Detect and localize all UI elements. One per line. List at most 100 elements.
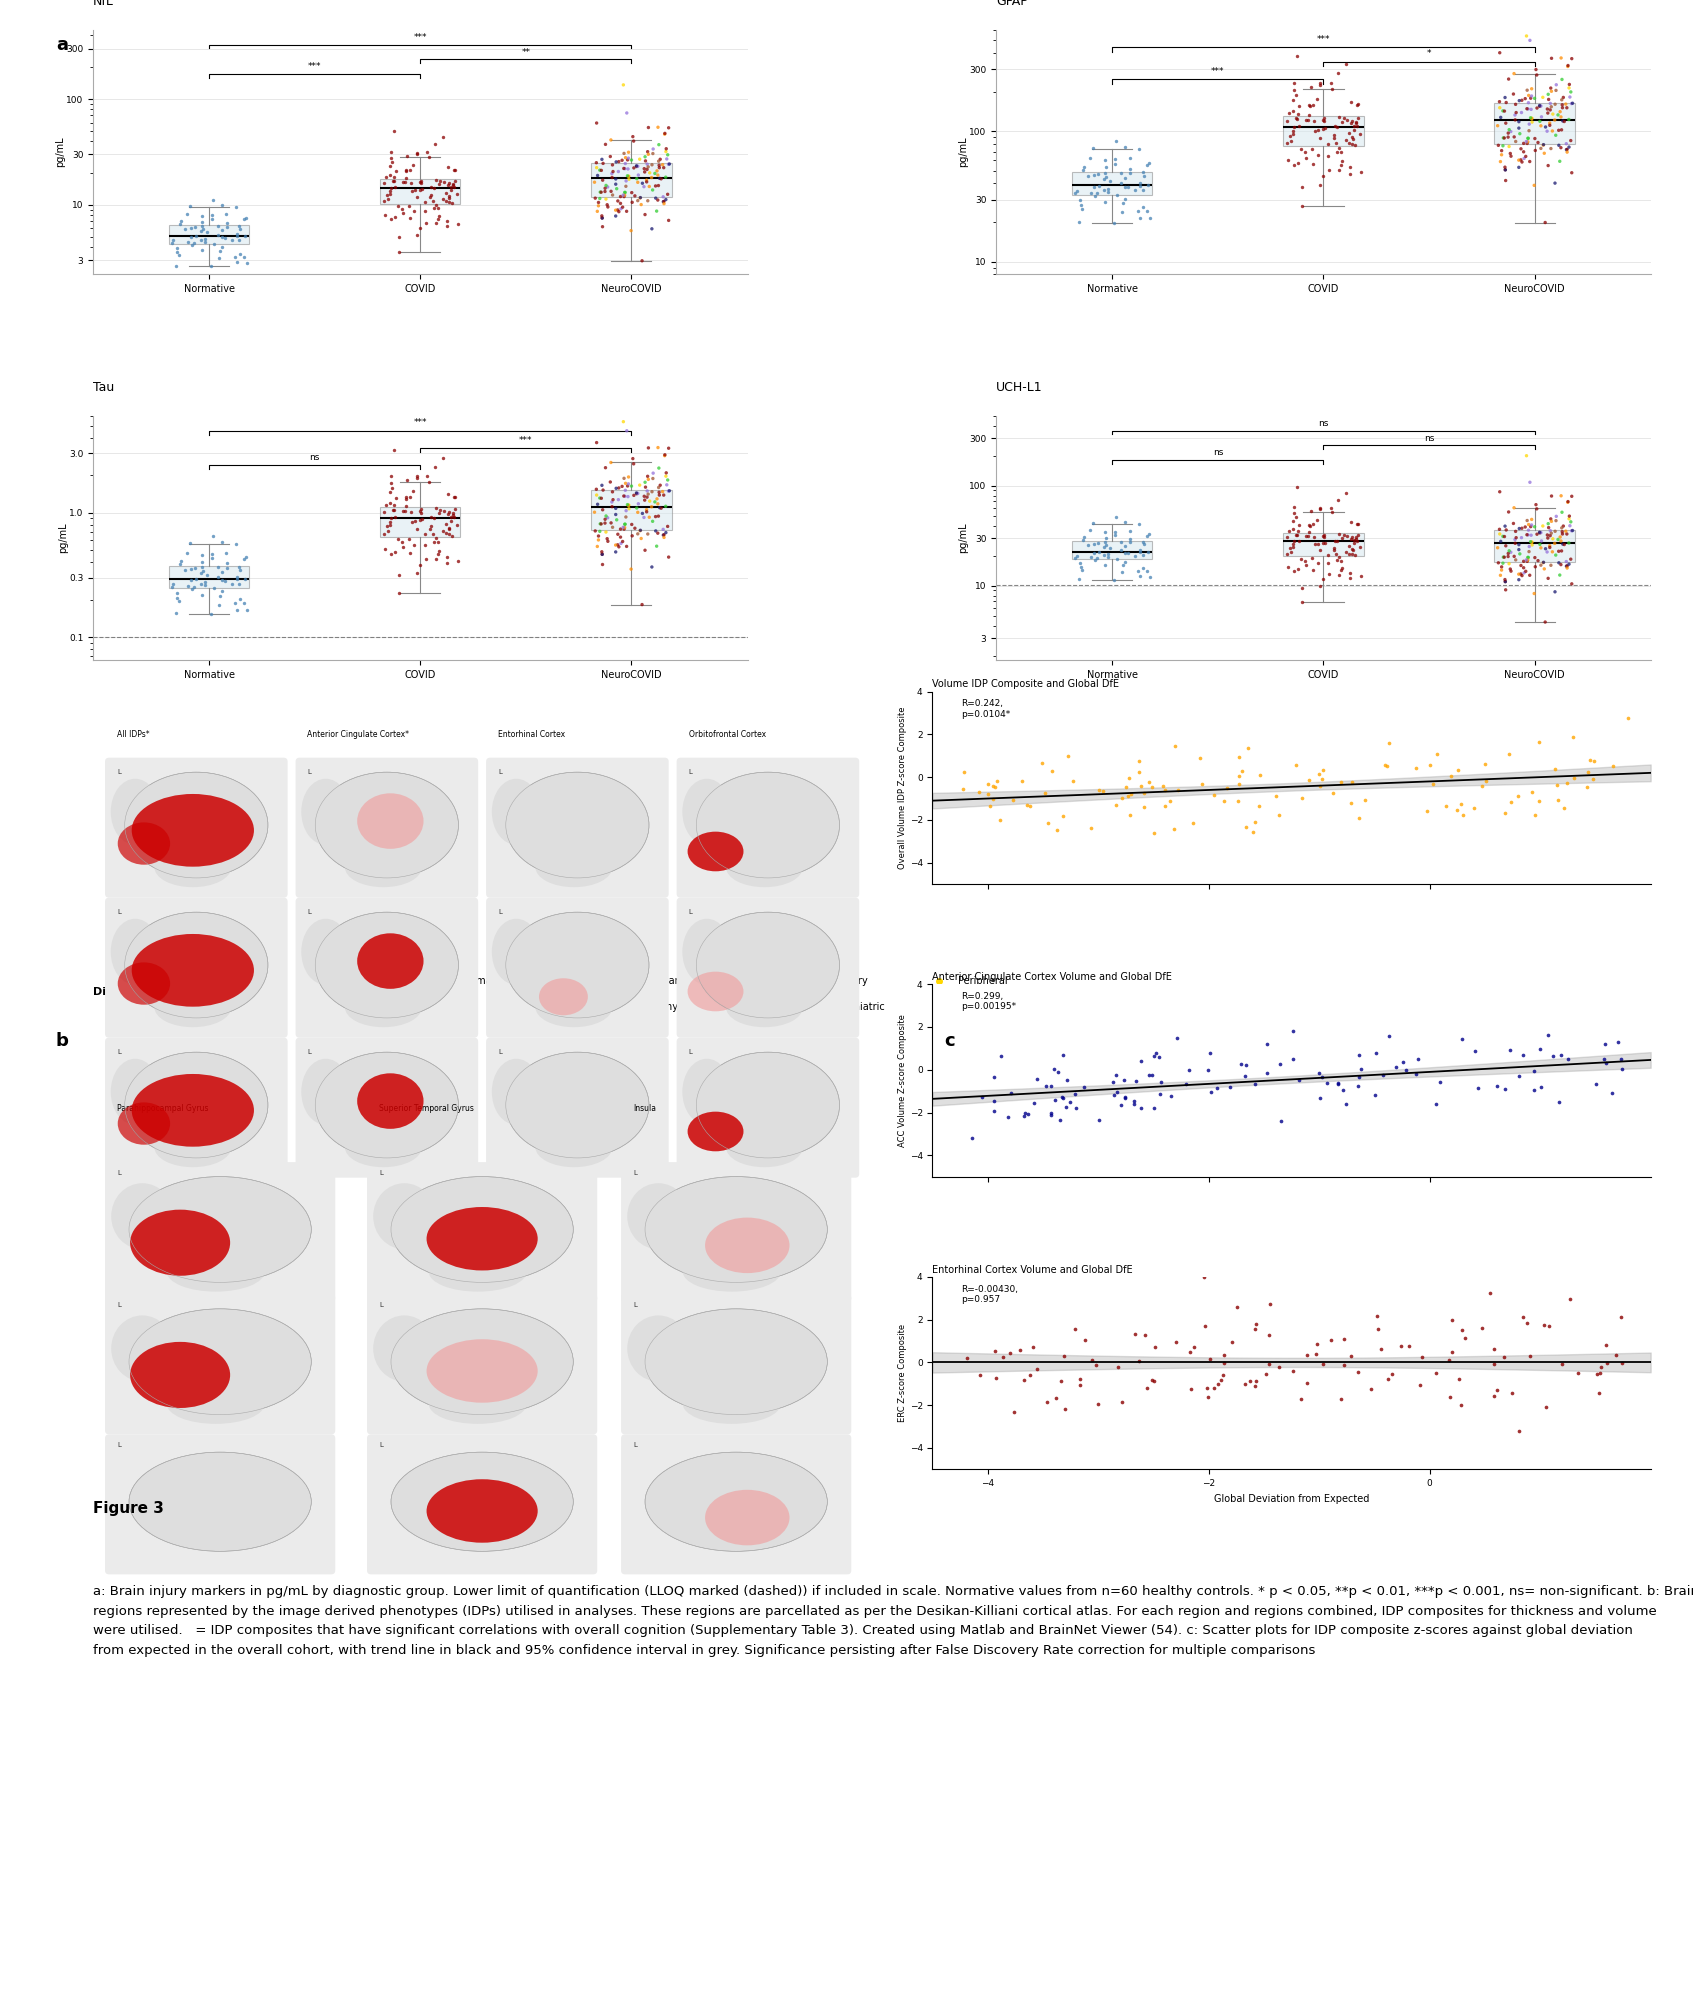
Point: [1564, 1356, 1591, 1388]
Point: [1492, 122, 1519, 154]
Point: [1583, 1358, 1610, 1390]
Y-axis label: Overall Volume IDP Z-score Composite: Overall Volume IDP Z-score Composite: [897, 706, 907, 870]
Point: [425, 534, 452, 566]
Point: [1315, 548, 1343, 580]
Point: [598, 124, 625, 156]
Point: [609, 68, 637, 100]
Point: [389, 496, 416, 528]
Point: [599, 162, 626, 194]
Point: [1310, 102, 1337, 134]
Point: [213, 210, 240, 242]
Point: [207, 580, 234, 612]
Point: [1525, 516, 1552, 548]
Point: [1505, 1416, 1532, 1448]
Text: ns: ns: [1424, 434, 1434, 442]
Point: [393, 162, 420, 194]
Text: L: L: [633, 1442, 637, 1448]
Point: [1524, 60, 1551, 92]
Point: [1231, 1060, 1258, 1092]
Point: [388, 192, 415, 224]
Point: [1126, 746, 1153, 778]
Point: [1546, 536, 1573, 568]
Point: [1050, 800, 1077, 832]
Point: [608, 528, 635, 560]
Point: [406, 174, 433, 206]
Point: [626, 182, 653, 214]
Text: L: L: [117, 910, 120, 916]
Point: [591, 504, 618, 536]
Point: [1134, 1060, 1161, 1092]
Text: NfL: NfL: [93, 0, 113, 8]
Point: [638, 174, 665, 206]
Point: [1243, 1370, 1270, 1402]
Point: [1280, 492, 1307, 524]
Point: [1492, 82, 1519, 114]
Point: [222, 240, 249, 272]
Point: [1448, 788, 1475, 820]
Point: [1542, 88, 1569, 120]
Point: [1512, 140, 1539, 172]
Ellipse shape: [682, 778, 731, 844]
Point: [1336, 530, 1363, 562]
Point: [1524, 518, 1551, 550]
Point: [427, 494, 454, 526]
Point: [1233, 810, 1260, 842]
Point: [1375, 728, 1402, 760]
Point: [181, 226, 208, 258]
Point: [611, 474, 638, 506]
Point: [1321, 120, 1348, 152]
Point: [374, 516, 401, 548]
Point: [582, 480, 609, 512]
Point: [973, 768, 1001, 800]
Point: [440, 172, 467, 204]
Point: [1534, 116, 1561, 148]
Point: [980, 782, 1007, 814]
Text: L: L: [308, 910, 312, 916]
Point: [1322, 128, 1349, 160]
Point: [1559, 514, 1586, 546]
Point: [1077, 812, 1104, 844]
Point: [611, 468, 638, 500]
Point: [1446, 1364, 1473, 1396]
Point: [1527, 528, 1554, 560]
Point: [1031, 778, 1058, 810]
Point: [1542, 540, 1569, 572]
Point: [1471, 748, 1498, 780]
Point: [1085, 1388, 1112, 1420]
Point: [635, 518, 662, 550]
Point: [1554, 552, 1581, 584]
Point: [1315, 154, 1343, 186]
Point: [1078, 1344, 1106, 1376]
Point: [1173, 1068, 1200, 1100]
Point: [1109, 1386, 1136, 1418]
Point: [406, 496, 433, 528]
Point: [1556, 82, 1583, 114]
Point: [1116, 514, 1143, 546]
Point: [582, 146, 609, 178]
Point: [1205, 1368, 1233, 1400]
Point: [1197, 1076, 1224, 1108]
Point: [628, 244, 655, 276]
Point: [1508, 146, 1536, 178]
Point: [1437, 1380, 1464, 1412]
Ellipse shape: [696, 912, 840, 1018]
Point: [638, 212, 665, 244]
Point: [1448, 1314, 1475, 1346]
Point: [1129, 174, 1156, 206]
Point: [1542, 120, 1569, 152]
Point: [1129, 160, 1156, 192]
Point: [1505, 534, 1532, 566]
Point: [1090, 776, 1117, 808]
Text: L: L: [308, 770, 312, 776]
Point: [1226, 768, 1253, 800]
Point: [225, 210, 252, 242]
Point: [652, 516, 679, 548]
Point: [444, 544, 471, 576]
Point: [647, 162, 674, 194]
Ellipse shape: [168, 1252, 264, 1292]
Point: [631, 472, 659, 504]
Text: L: L: [117, 1050, 120, 1056]
Point: [1512, 510, 1539, 542]
Point: [623, 478, 650, 510]
Point: [164, 236, 191, 268]
